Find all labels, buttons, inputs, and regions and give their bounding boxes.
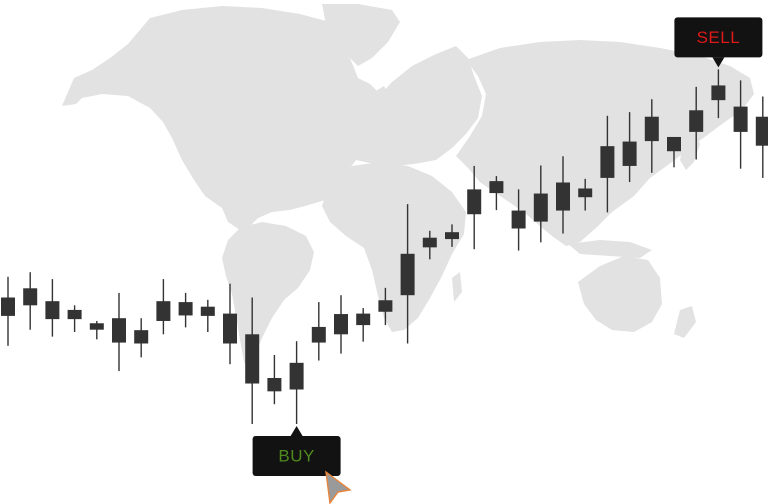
buy-tag-box xyxy=(252,436,341,476)
candle xyxy=(311,302,326,361)
candle xyxy=(112,292,126,372)
candle xyxy=(711,69,726,119)
candle xyxy=(578,178,593,211)
candle xyxy=(489,176,504,211)
candle-body xyxy=(311,326,326,343)
candle-body xyxy=(245,334,260,384)
candle-body xyxy=(1,297,15,316)
pointer-cursor-icon xyxy=(325,470,352,504)
candle-body xyxy=(578,188,593,198)
candle-body xyxy=(334,314,348,335)
candle xyxy=(533,165,548,243)
buy-tag: BUY xyxy=(252,426,341,476)
map-indonesia xyxy=(568,240,652,258)
candle xyxy=(422,230,437,260)
candle-body xyxy=(667,136,681,152)
candle xyxy=(689,86,704,160)
map-uk xyxy=(374,86,390,112)
candle xyxy=(45,279,60,337)
candle-body xyxy=(67,309,82,320)
candle-body xyxy=(178,302,193,316)
candle-body xyxy=(112,318,126,343)
candle xyxy=(1,276,15,346)
candle-body xyxy=(400,253,415,296)
buy-label: BUY xyxy=(278,447,314,466)
sell-tag-pointer xyxy=(712,57,725,68)
map-greenland xyxy=(322,4,400,66)
candle xyxy=(556,156,570,234)
candle-body xyxy=(644,116,659,142)
candle xyxy=(356,308,371,342)
candle-body xyxy=(622,141,637,166)
candle xyxy=(733,80,748,169)
candle-body xyxy=(89,323,104,330)
candle xyxy=(334,295,348,354)
candle-body xyxy=(45,301,60,320)
candle xyxy=(67,305,82,332)
candle-body xyxy=(600,146,615,178)
candle xyxy=(178,292,193,328)
map-asia xyxy=(456,40,754,246)
sell-tag-box xyxy=(674,17,763,58)
candle xyxy=(400,204,415,344)
candle xyxy=(89,320,104,340)
map-arctic-islands xyxy=(232,10,306,42)
candle-body xyxy=(556,182,570,211)
candle-body xyxy=(156,301,171,321)
map-japan xyxy=(680,132,700,170)
markers-layer: SELL BUY xyxy=(252,17,763,504)
candle-body xyxy=(489,181,504,194)
candles-layer xyxy=(1,69,768,424)
candle-body xyxy=(533,193,548,222)
candle xyxy=(289,341,304,424)
candle-body xyxy=(445,232,459,240)
candle xyxy=(511,189,526,251)
map-alaska xyxy=(62,92,84,106)
candle xyxy=(245,297,260,424)
candle xyxy=(378,287,393,326)
candle-body xyxy=(711,85,726,101)
world-map xyxy=(62,4,754,372)
buy-tag-pointer xyxy=(290,426,303,436)
candle-body xyxy=(689,110,704,132)
candle-body xyxy=(467,189,482,215)
candle xyxy=(644,99,659,173)
candle xyxy=(267,355,282,405)
map-africa xyxy=(322,162,466,332)
map-north-america xyxy=(68,6,392,226)
map-south-america xyxy=(222,222,314,372)
candle xyxy=(667,136,681,168)
candle xyxy=(755,96,768,178)
map-europe xyxy=(340,46,482,166)
candle xyxy=(467,165,482,250)
candle-body xyxy=(289,362,304,390)
candle-body xyxy=(23,288,38,306)
candle-body xyxy=(356,313,371,326)
candle-body xyxy=(511,210,526,229)
map-australia xyxy=(578,256,662,332)
candle-body xyxy=(223,313,237,344)
sell-tag: SELL xyxy=(674,17,763,68)
candle xyxy=(600,115,615,213)
candle xyxy=(156,279,171,335)
candle-body xyxy=(378,300,393,312)
candle xyxy=(622,112,637,183)
candle-body xyxy=(755,116,768,146)
sell-label: SELL xyxy=(697,28,741,47)
candle xyxy=(23,272,38,330)
candle-body xyxy=(200,306,215,316)
candle xyxy=(200,299,215,332)
candle-body xyxy=(422,237,437,248)
candle xyxy=(223,283,237,365)
map-new-zealand xyxy=(674,306,696,338)
map-madagascar xyxy=(452,272,462,302)
candle xyxy=(445,224,459,247)
candle-body xyxy=(267,378,282,392)
candle-body xyxy=(134,330,149,344)
candle xyxy=(134,318,149,358)
candle-body xyxy=(733,106,748,132)
